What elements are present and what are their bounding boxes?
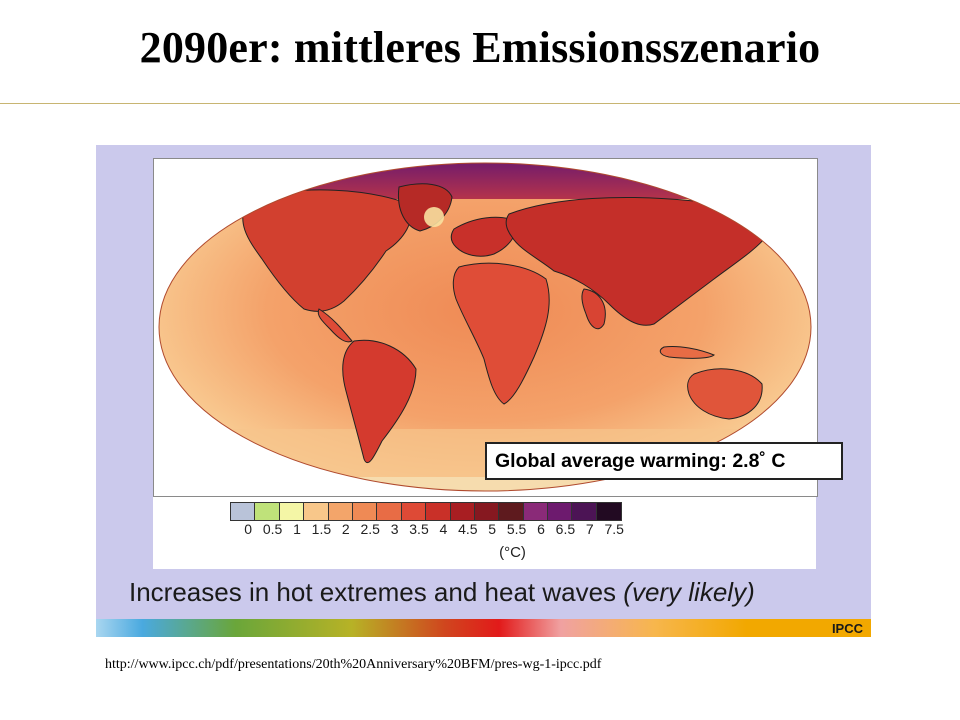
caption-italic: (very likely) [623,577,755,607]
africa [452,262,550,405]
south-america [342,339,417,464]
legend-swatch [426,503,451,520]
legend-tick: 6 [537,521,545,537]
legend-color-bar [230,502,623,521]
world-warming-map [158,162,812,492]
ipcc-color-band [96,619,871,637]
legend-swatch [377,503,402,520]
legend-tick: 7.5 [604,521,624,537]
indonesia [659,346,715,359]
india [581,288,606,330]
legend-swatch [596,503,622,520]
arctic-hotspot [424,207,444,227]
legend-swatch [304,503,329,520]
legend-tick: 7 [585,521,594,537]
world-map-frame: Global average warming: 2.8˚ C [153,158,843,497]
legend-tick: 3.5 [409,521,429,537]
legend-swatch [474,503,500,520]
figure-caption: Increases in hot extremes and heat waves… [129,577,755,608]
legend-tick: 5.5 [506,521,527,537]
legend-swatch [572,503,597,520]
ipcc-logo-text: IPCC [831,621,863,636]
north-america [242,189,412,312]
global-warming-label: Global average warming: 2.8˚ C [485,442,843,480]
legend-tick: 4.5 [458,521,478,537]
legend-swatch [231,503,256,520]
color-legend: 0 0.5 1 1.5 2 2.5 3 3.5 4 4.5 5 5.5 6 6.5 7 7.5 (°C) [153,497,816,569]
legend-swatch [352,503,378,520]
arctic-region [159,163,811,199]
legend-tick: 6.5 [555,521,576,537]
legend-tick: 4 [439,521,448,537]
europe [450,216,518,257]
legend-tick: 5 [488,521,497,537]
caption-main: Increases in hot extremes and heat waves [129,577,624,607]
title-divider [0,103,960,104]
legend-tick: 0 [244,521,253,537]
ipcc-figure: Global average warming: 2.8˚ C 0 0.5 1 1.5 2… [96,145,871,637]
legend-tick-labels: 0 0.5 1 1.5 2 2.5 3 3.5 4 4.5 5 5.5 6 6.5 7 7.5 [230,521,650,541]
legend-swatch [548,503,573,520]
legend-swatch [328,503,353,520]
legend-tick: 2.5 [360,521,380,537]
australia [687,368,763,420]
legend-tick: 1 [293,521,301,537]
legend-swatch [523,503,549,520]
legend-swatch [499,503,524,520]
legend-unit: (°C) [499,544,526,561]
central-america [317,308,353,343]
source-url[interactable]: http://www.ipcc.ch/pdf/presentations/20t… [105,657,602,672]
legend-tick: 3 [390,521,399,537]
legend-swatch [450,503,475,520]
slide-title: 2090er: mittleres Emissionsszenario [139,23,821,72]
legend-tick: 1.5 [311,521,332,537]
legend-tick: 2 [341,521,350,537]
legend-swatch [279,503,305,520]
legend-tick: 0.5 [262,521,283,537]
legend-swatch [401,503,427,520]
legend-swatch [255,503,280,520]
